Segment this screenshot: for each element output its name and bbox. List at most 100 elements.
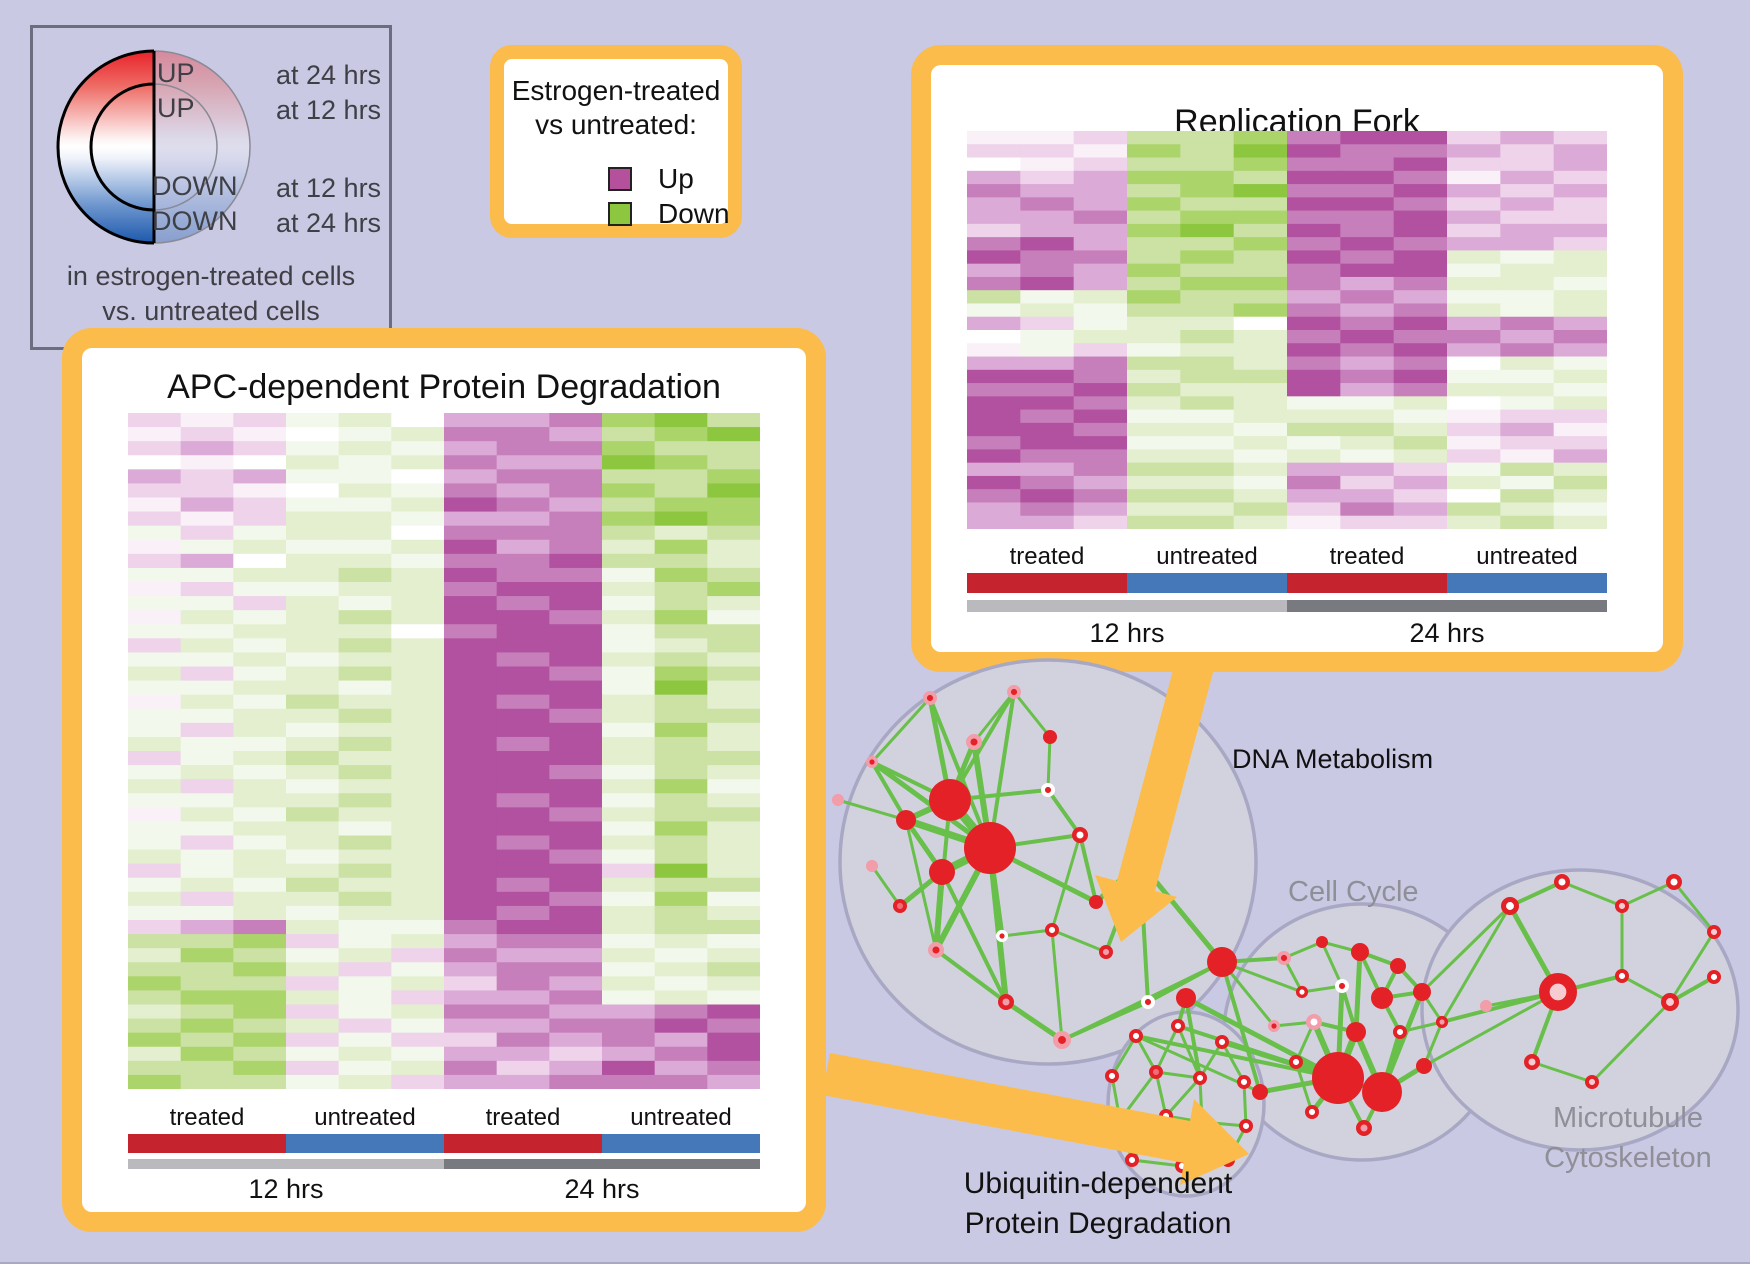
heatmap-cell [496,962,550,977]
heatmap-cell [496,666,550,681]
heatmap-cell [338,962,392,977]
heatmap-cell [967,210,1021,225]
heatmap-cell [707,920,760,935]
heatmap-cell [967,356,1021,371]
heatmap-cell [1340,263,1395,278]
heatmap-cell [444,877,498,893]
heatmap-cell [1447,223,1501,238]
heatmap-cell [1340,303,1395,318]
legend-caption-line1: in estrogen-treated cells [66,261,356,291]
heatmap-cell [1447,436,1501,450]
heatmap-cell [180,835,234,850]
heatmap-cell [286,469,340,484]
heatmap-cell [496,1032,550,1048]
heatmap-cell [1073,144,1128,158]
heatmap-cell [1073,184,1128,198]
heatmap-cell [1393,396,1448,410]
up-down-ring-diagram [56,49,251,245]
heatmap-cell [602,582,656,597]
heatmap-cell [1447,131,1501,145]
heatmap-cell [286,483,340,498]
heatmap-cell [1340,144,1395,158]
heatmap-cell [391,497,445,512]
heatmap-cell [180,1004,234,1019]
heatmap-cell [180,905,234,921]
heatmap-cell [233,441,287,456]
heatmap-cell [128,877,182,893]
heatmap-cell [1287,131,1341,145]
heatmap-cell [128,441,182,456]
heatmap-cell [286,736,340,752]
heatmap-cell [1287,383,1341,397]
heatmap-cell [1180,223,1235,238]
heatmap-cell [391,441,445,456]
heatmap-cell [1393,356,1448,371]
heatmap-cell [707,905,760,921]
heatmap-cell [338,835,392,850]
heatmap-cell [1180,237,1235,251]
heatmap-cell [391,455,445,470]
heatmap-cell [128,582,182,597]
heatmap-cell [128,920,182,935]
heatmap-cell [1447,475,1501,490]
heatmap-cell [1287,515,1341,529]
heatmap-cell [967,436,1021,450]
heatmap-cell [707,441,760,456]
heatmap-cell [1020,237,1075,251]
heatmap-cell [1287,276,1341,291]
heatmap-cell [180,990,234,1005]
heatmap-cell [1233,383,1288,397]
heatmap-cell [1233,131,1288,145]
heatmap-cell [602,455,656,470]
heatmap-cell [1340,396,1395,410]
heatmap-cell [602,807,656,822]
heatmap-cell [233,722,287,738]
heatmap-cell [654,722,708,738]
heatmap-cell [1553,489,1607,503]
heatmap-cell [549,596,603,611]
heatmap-cell [602,877,656,893]
heatmap-cell [1287,157,1341,172]
heatmap-cell [1233,237,1288,251]
heatmap-cell [286,582,340,597]
heatmap-cell [233,694,287,710]
heatmap-cell [602,469,656,484]
heatmap-cell [602,624,656,639]
heatmap-cell [391,779,445,794]
heatmap-cell [1553,475,1607,490]
heatmap-cell [1393,475,1448,490]
heatmap-cell [286,680,340,696]
heatmap-cell [1020,343,1075,357]
heatmap-cell [654,666,708,681]
heatmap-cell [549,722,603,738]
heatmap-cell [1340,436,1395,450]
heatmap-cell [654,962,708,977]
heatmap-cell [391,610,445,625]
heatmap-cell [707,1046,760,1062]
heatmap-cell [391,765,445,780]
heatmap-cell [1447,383,1501,397]
heatmap-cell [338,1032,392,1048]
heatmap-cell [180,877,234,893]
heatmap-cell [128,553,182,569]
rf-treated-bar-12 [967,573,1127,593]
heatmap-cell [1020,422,1075,437]
heatmap-cell [496,863,550,879]
heatmap-cell [444,567,498,583]
heatmap-cell [180,441,234,456]
heatmap-cell [1233,330,1288,344]
heatmap-cell [1447,316,1501,331]
heatmap-cell [1447,409,1501,424]
heatmap-cell [1340,237,1395,251]
heatmap-cell [180,708,234,724]
heatmap-cell [1180,343,1235,357]
heatmap-cell [654,807,708,822]
heatmap-cell [286,920,340,935]
heatmap-cell [128,1074,182,1089]
heatmap-cell [128,708,182,724]
heatmap-cell [496,905,550,921]
heatmap-cell [1287,316,1341,331]
heatmap-cell [1447,502,1501,517]
down-label: Down [658,198,730,229]
heatmap-cell [549,624,603,639]
